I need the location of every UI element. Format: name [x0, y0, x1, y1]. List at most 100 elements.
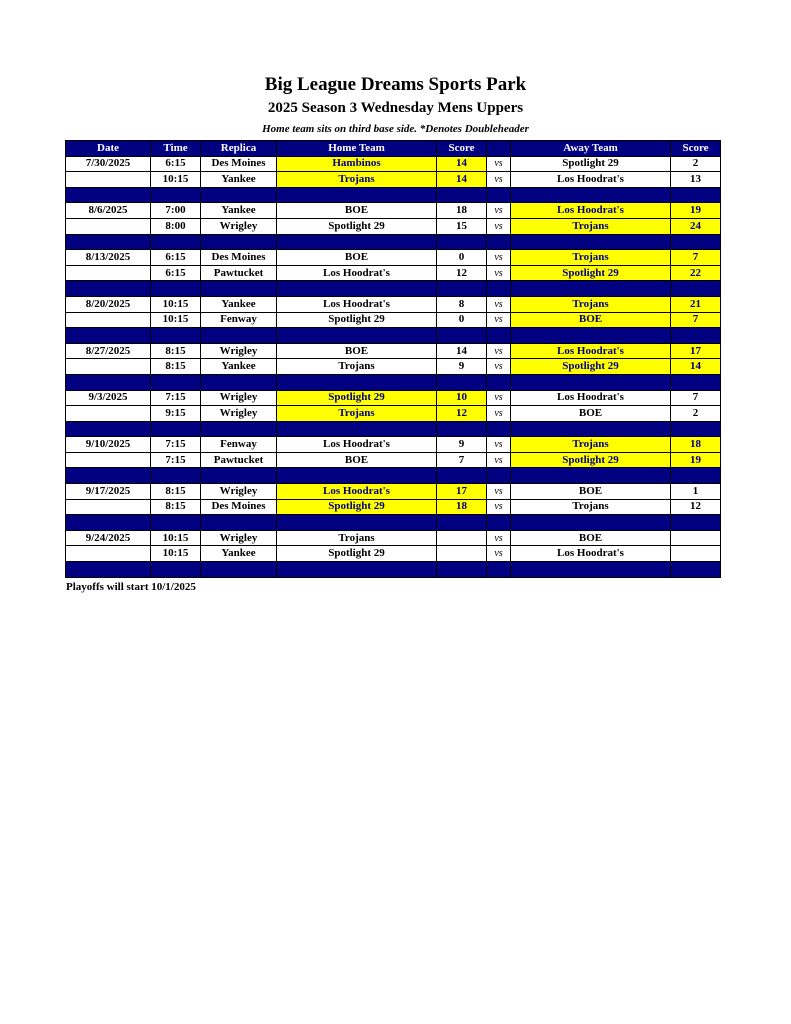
- time-cell: 10:15: [150, 529, 201, 547]
- table-row: 9/3/2025 7:15 Wrigley Spotlight 29 10 vs Los H…: [65, 389, 721, 407]
- time-cell: 10:15: [150, 171, 201, 188]
- date-cell: [65, 405, 151, 422]
- away-team-cell: Spotlight 29: [510, 358, 671, 375]
- away-score-cell: 12: [670, 498, 721, 516]
- separator-cell: [276, 514, 437, 531]
- separator-cell: [486, 186, 511, 204]
- table-row: 8:15 Yankee Trojans 9 vs Spotlight 29 14: [65, 358, 721, 375]
- separator-cell: [276, 420, 437, 438]
- separator-cell: [150, 233, 201, 251]
- vs-cell: vs: [486, 295, 511, 313]
- away-team-cell: Trojans: [510, 295, 671, 313]
- home-team-cell: Los Hoodrat's: [276, 483, 437, 500]
- home-team-cell: Los Hoodrat's: [276, 264, 437, 282]
- separator-cell: [670, 327, 721, 344]
- separator-cell: [200, 467, 277, 485]
- vs-cell: vs: [486, 217, 511, 235]
- home-score-cell: 8: [436, 295, 487, 313]
- home-score-cell: 18: [436, 202, 487, 219]
- table-row: 9/17/2025 8:15 Wrigley Los Hoodrat's 17 vs BOE…: [65, 483, 721, 500]
- separator-cell: [510, 280, 671, 297]
- vs-cell: vs: [486, 483, 511, 500]
- vs-cell: vs: [486, 155, 511, 173]
- away-score-cell: 18: [670, 436, 721, 453]
- home-team-cell: BOE: [276, 202, 437, 219]
- vs-cell: vs: [486, 202, 511, 219]
- home-score-cell: [436, 545, 487, 563]
- table-row: 8:00 Wrigley Spotlight 29 15 vs Trojans 24: [65, 217, 721, 235]
- away-team-cell: BOE: [510, 311, 671, 329]
- separator-cell: [65, 561, 151, 578]
- date-cell: [65, 311, 151, 329]
- time-cell: 6:15: [150, 249, 201, 266]
- replica-cell: Wrigley: [200, 405, 277, 422]
- separator-cell: [150, 373, 201, 391]
- separator-cell: [436, 233, 487, 251]
- home-score-cell: 7: [436, 451, 487, 469]
- home-score-cell: 0: [436, 249, 487, 266]
- away-score-cell: 7: [670, 389, 721, 407]
- separator-cell: [65, 467, 151, 485]
- separator-cell: [510, 186, 671, 204]
- away-team-cell: Trojans: [510, 498, 671, 516]
- time-cell: 7:15: [150, 451, 201, 469]
- separator-cell: [276, 280, 437, 297]
- page-note: Home team sits on third base side. *Deno…: [262, 123, 529, 135]
- time-cell: 6:15: [150, 155, 201, 173]
- date-cell: 8/6/2025: [65, 202, 151, 219]
- separator-cell: [510, 514, 671, 531]
- date-cell: [65, 451, 151, 469]
- home-score-cell: 9: [436, 358, 487, 375]
- home-team-cell: BOE: [276, 342, 437, 360]
- date-cell: 8/13/2025: [65, 249, 151, 266]
- away-score-cell: [670, 529, 721, 547]
- replica-cell: Wrigley: [200, 483, 277, 500]
- separator-cell: [65, 420, 151, 438]
- date-cell: 8/20/2025: [65, 295, 151, 313]
- home-team-cell: Spotlight 29: [276, 217, 437, 235]
- table-row: 7/30/2025 6:15 Des Moines Hambinos 14 vs Spotl…: [65, 155, 721, 173]
- replica-cell: Des Moines: [200, 155, 277, 173]
- home-team-cell: Hambinos: [276, 155, 437, 173]
- separator-cell: [486, 280, 511, 297]
- away-score-cell: 22: [670, 264, 721, 282]
- separator-cell: [200, 514, 277, 531]
- home-team-cell: Spotlight 29: [276, 545, 437, 563]
- away-team-cell: BOE: [510, 529, 671, 547]
- separator-cell: [510, 373, 671, 391]
- separator-cell: [150, 327, 201, 344]
- away-score-cell: 14: [670, 358, 721, 375]
- separator-cell: [200, 373, 277, 391]
- separator-row: [65, 373, 721, 391]
- time-cell: 7:00: [150, 202, 201, 219]
- vs-cell: vs: [486, 171, 511, 188]
- home-score-cell: 12: [436, 264, 487, 282]
- table-row: 10:15 Yankee Spotlight 29 vs Los Hoodrat's: [65, 545, 721, 563]
- schedule-table: Date Time Replica Home Team Score Away Team Sc…: [65, 140, 721, 578]
- home-team-cell: Trojans: [276, 171, 437, 188]
- time-cell: 8:15: [150, 483, 201, 500]
- home-team-cell: Los Hoodrat's: [276, 295, 437, 313]
- away-team-cell: Spotlight 29: [510, 155, 671, 173]
- away-score-cell: 7: [670, 311, 721, 329]
- separator-cell: [200, 327, 277, 344]
- separator-cell: [65, 327, 151, 344]
- home-score-cell: [436, 529, 487, 547]
- away-score-cell: 2: [670, 405, 721, 422]
- separator-row: [65, 467, 721, 485]
- page-subtitle: 2025 Season 3 Wednesday Mens Uppers: [267, 100, 524, 116]
- separator-cell: [436, 373, 487, 391]
- time-cell: 10:15: [150, 295, 201, 313]
- column-header: Score: [436, 140, 487, 157]
- separator-row: [65, 186, 721, 204]
- date-cell: 7/30/2025: [65, 155, 151, 173]
- home-team-cell: Los Hoodrat's: [276, 436, 437, 453]
- away-score-cell: 2: [670, 155, 721, 173]
- column-header: Score: [670, 140, 721, 157]
- footer-note: Playoffs will start 10/1/2025: [66, 581, 196, 593]
- home-team-cell: Spotlight 29: [276, 389, 437, 407]
- away-team-cell: Trojans: [510, 436, 671, 453]
- separator-cell: [670, 420, 721, 438]
- separator-cell: [670, 280, 721, 297]
